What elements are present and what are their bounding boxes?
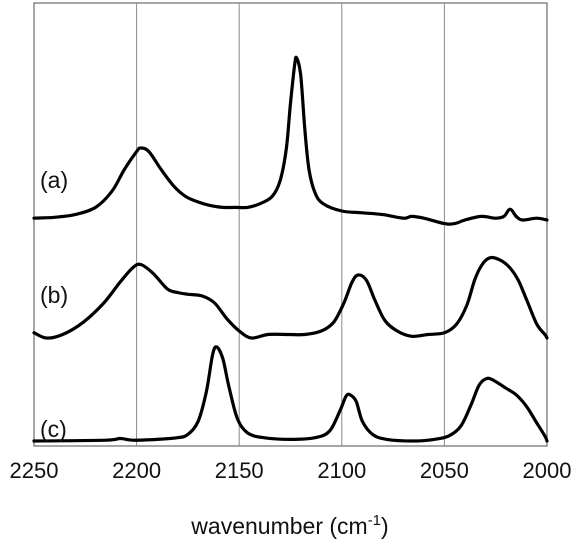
series-label-c: (c): [40, 416, 67, 442]
x-axis-label: wavenumber (cm-1): [190, 512, 388, 539]
x-tick-label-2200: 2200: [112, 458, 161, 483]
plot-frame: [33, 2, 548, 447]
spectra-series: [32, 55, 549, 443]
x-tick-label-2000: 2000: [523, 458, 572, 483]
vertical-gridlines: [136, 3, 445, 446]
x-tick-label-2050: 2050: [420, 458, 469, 483]
x-tick-label-2100: 2100: [317, 458, 366, 483]
series-label-b: (b): [40, 282, 68, 308]
x-tick-label-2150: 2150: [215, 458, 264, 483]
series-label-a: (a): [40, 167, 68, 193]
series-labels: (a) (b) (c): [40, 167, 68, 442]
series-line-a: [32, 55, 549, 226]
x-tick-labels: 2250 2200 2150 2100 2050 2000: [10, 458, 572, 483]
series-line-b: [32, 255, 549, 340]
series-line-c: [32, 345, 549, 443]
x-tick-label-2250: 2250: [10, 458, 59, 483]
